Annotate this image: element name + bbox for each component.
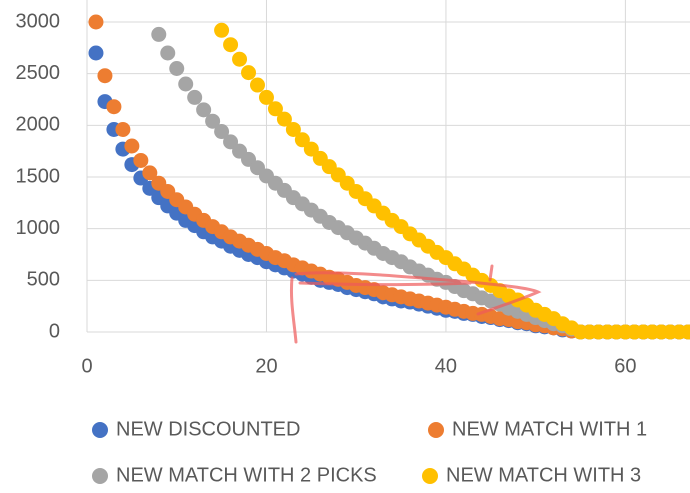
point [178, 76, 194, 92]
y-tick-label: 2000 [16, 114, 61, 136]
point [303, 141, 319, 157]
legend-label: NEW MATCH WITH 2 PICKS [116, 464, 377, 486]
point [151, 26, 167, 42]
point [232, 51, 248, 67]
y-tick-label: 3000 [16, 10, 61, 32]
x-tick-label: 20 [255, 355, 277, 377]
grid: 0 500 1000 1500 2000 2500 3000 0 20 40 60 [16, 0, 690, 377]
point [205, 113, 221, 129]
point [133, 152, 149, 168]
point [241, 65, 257, 81]
point [106, 99, 122, 115]
point [223, 37, 239, 53]
x-tick-label: 40 [435, 355, 457, 377]
point [196, 102, 212, 118]
y-tick-label: 500 [27, 269, 60, 291]
point [294, 132, 310, 148]
y-tick-label: 0 [49, 320, 60, 342]
legend: NEW DISCOUNTED NEW MATCH WITH 1 NEW MATCH … [92, 418, 647, 486]
legend-swatch [422, 468, 438, 484]
legend-swatch [428, 422, 444, 438]
point [142, 165, 158, 181]
legend-swatch [92, 422, 108, 438]
point [258, 89, 274, 105]
point [223, 134, 239, 150]
point [124, 138, 140, 154]
point [97, 68, 113, 84]
legend-label: NEW DISCOUNTED [116, 418, 300, 440]
y-tick-label: 1000 [16, 217, 61, 239]
x-tick-label: 60 [614, 355, 636, 377]
legend-swatch [92, 468, 108, 484]
plot-area [88, 14, 690, 340]
point [187, 89, 203, 105]
point [214, 22, 230, 38]
legend-label: NEW MATCH WITH 3 [446, 464, 641, 486]
point [169, 61, 185, 76]
annotation-scribble [289, 264, 542, 344]
y-tick-label: 1500 [16, 165, 61, 187]
point [214, 124, 230, 140]
y-tick-label: 2500 [16, 62, 61, 84]
point [285, 121, 301, 137]
point [680, 324, 690, 340]
x-tick-label: 0 [81, 355, 92, 377]
point [115, 121, 131, 137]
point [160, 45, 176, 61]
point [267, 101, 283, 117]
legend-label: NEW MATCH WITH 1 [452, 418, 647, 440]
point [88, 45, 104, 61]
point [249, 77, 265, 93]
point [88, 14, 104, 30]
point [276, 111, 292, 127]
